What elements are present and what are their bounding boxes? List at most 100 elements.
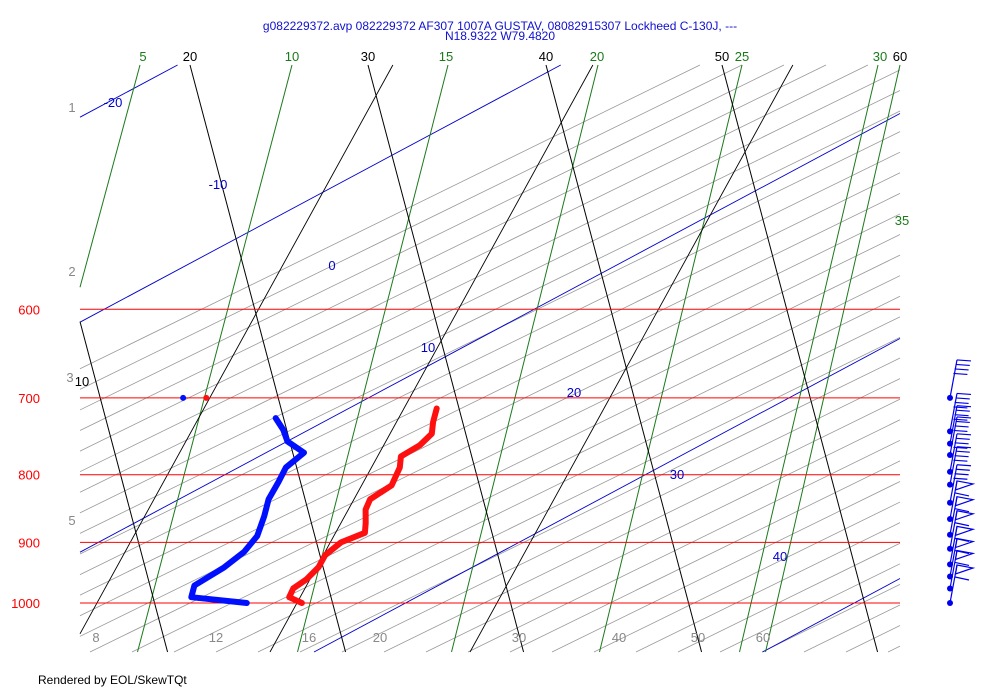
dry-adiabat-line [79, 64, 561, 323]
wind-barb-staff [949, 359, 958, 399]
isobar-label: 600 [18, 302, 40, 317]
wind-barb-feather [955, 420, 970, 424]
height-label: 5 [68, 513, 75, 528]
isotherm-label: 10 [75, 374, 89, 389]
wind-barb-feather [956, 359, 972, 362]
wind-barb-feather [956, 446, 972, 449]
mixing-ratio-label: 20 [590, 49, 604, 64]
wind-barb-feather [956, 392, 972, 396]
wind-barb-feather [955, 363, 970, 367]
isotherm-line [189, 64, 347, 653]
dry-adiabat-line [79, 113, 901, 553]
dry-adiabat-label: 30 [670, 467, 684, 482]
bottom-axis-label: 12 [209, 630, 223, 645]
isotherm-line [545, 64, 703, 653]
wind-barb-feather [953, 477, 968, 480]
dry-adiabat-line [762, 578, 901, 653]
isotherm-line [721, 64, 879, 653]
wind-barb-feather [954, 473, 969, 476]
bottom-axis-label: 30 [512, 630, 526, 645]
bottom-axis-label: 20 [373, 630, 387, 645]
wind-barb-staff [949, 416, 958, 456]
wind-barb-feather [954, 414, 969, 417]
bottom-axis-label: 8 [92, 630, 99, 645]
wind-barb-feather [954, 576, 970, 581]
dewpoint-point [180, 394, 187, 401]
wind-barb-feather [953, 418, 968, 421]
wind-barb-feather [953, 446, 968, 449]
moist-adiabat-line [131, 275, 901, 653]
wind-barb-feather [954, 492, 970, 497]
moist-adiabat-line [173, 295, 901, 653]
wind-barb-feather [954, 522, 970, 527]
wind-barb-pennant [954, 525, 976, 537]
footer-credit: Rendered by EOL/SkewTQt [38, 673, 187, 687]
isotherm-line [469, 64, 794, 653]
temperature-trace [286, 405, 440, 606]
moist-adiabat-line [79, 90, 901, 493]
moist-adiabat-line [79, 69, 901, 473]
wind-barb-pennant [954, 537, 976, 549]
height-label: 3 [66, 370, 73, 385]
mixing-ratio-label: 5 [139, 49, 146, 64]
dewpoint-trace [188, 415, 307, 606]
moist-adiabat-line [425, 419, 901, 653]
temperature-point [203, 394, 210, 401]
dry-adiabat-label: -10 [209, 177, 228, 192]
dry-adiabat-label: 20 [567, 385, 581, 400]
chart-subtitle: N18.9322 W79.4820 [444, 29, 556, 43]
wind-barb-feather [954, 368, 969, 371]
wind-barb-feather [953, 372, 968, 376]
wind-barb-staff [949, 405, 958, 444]
height-label: 2 [68, 264, 75, 279]
isotherm-label: 60 [893, 49, 907, 64]
moist-adiabat-line [215, 316, 901, 653]
chart-title: g082229372.avp 082229372 AF307 1007A GUS… [262, 19, 738, 33]
mixing-ratio-line [739, 64, 879, 653]
mixing-ratio-line [765, 64, 901, 653]
isobar-label: 1000 [11, 596, 40, 611]
mixing-ratio-label: 25 [735, 49, 749, 64]
wind-barb-pennant [954, 510, 976, 521]
isotherm-line [367, 64, 525, 653]
moist-adiabat-line [509, 460, 901, 653]
bottom-axis-label: 50 [691, 630, 705, 645]
moist-adiabat-line [341, 378, 901, 653]
isobar-label: 800 [18, 468, 40, 483]
moist-adiabat-line [79, 64, 701, 370]
height-label: 1 [68, 100, 75, 115]
moist-adiabat-line [257, 337, 901, 653]
wind-barb-staff [949, 464, 958, 503]
dry-adiabat-line [313, 338, 901, 653]
wind-barb-staff [949, 446, 958, 485]
moist-adiabat-line [761, 584, 901, 653]
moist-adiabat-line [677, 542, 901, 653]
isotherm-line [79, 321, 169, 653]
dry-adiabat-label: 0 [328, 258, 335, 273]
bottom-axis-label: 60 [756, 630, 770, 645]
wind-barb-feather [954, 425, 969, 428]
wind-barb-feather [955, 397, 970, 400]
wind-barb-pennant [954, 564, 976, 575]
wind-barb-staff [949, 393, 958, 432]
wind-barb-feather [955, 468, 970, 471]
dry-adiabat-label: 10 [421, 340, 435, 355]
wind-barb-feather [956, 433, 972, 436]
wind-barb-feather [954, 508, 970, 513]
wind-barb-feather [954, 455, 969, 458]
wind-barb-pennant [954, 480, 976, 491]
moist-adiabat-line [89, 254, 901, 653]
moist-adiabat-line [551, 481, 901, 653]
wind-barb-pennant [954, 495, 976, 507]
isotherm-label: 50 [715, 49, 729, 64]
moist-adiabat-line [887, 645, 901, 653]
moist-adiabat-line [635, 522, 901, 653]
moist-adiabat-line [467, 439, 901, 653]
moist-adiabat-line [845, 625, 901, 653]
dry-adiabat-label: -20 [104, 95, 123, 110]
mixing-ratio-line [79, 64, 141, 288]
wind-barb-pennant [954, 549, 976, 561]
isobar-label: 700 [18, 391, 40, 406]
wind-barb-feather [956, 416, 972, 419]
